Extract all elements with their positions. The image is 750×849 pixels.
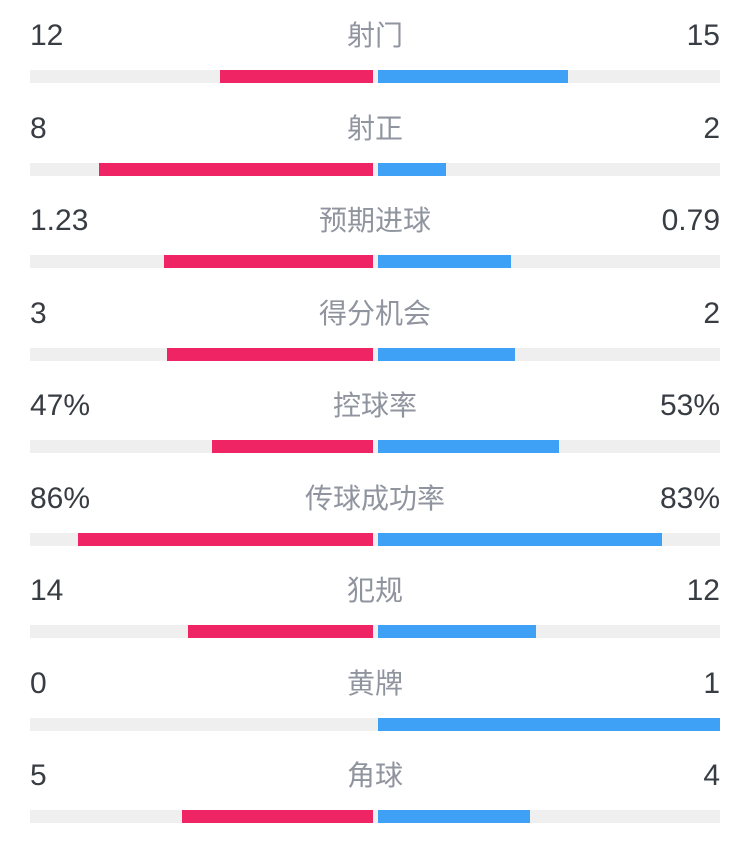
stat-bar-track bbox=[30, 625, 720, 638]
away-bar bbox=[377, 70, 568, 83]
away-bar bbox=[377, 532, 662, 546]
home-value: 0 bbox=[30, 666, 47, 700]
stat-row-header: 0 黄牌 1 bbox=[30, 656, 720, 708]
stat-row-pass-accuracy: 86% 传球成功率 83% bbox=[30, 471, 720, 564]
stat-label: 控球率 bbox=[332, 390, 418, 421]
home-value: 12 bbox=[30, 19, 64, 52]
stat-label: 预期进球 bbox=[318, 205, 432, 236]
stat-row-fouls: 14 犯规 12 bbox=[30, 563, 720, 656]
away-bar bbox=[377, 162, 446, 176]
stat-row-yellow-cards: 0 黄牌 1 bbox=[30, 656, 720, 749]
home-value: 8 bbox=[30, 111, 47, 145]
home-bar bbox=[188, 625, 373, 638]
stat-label: 射门 bbox=[346, 20, 404, 51]
home-bar bbox=[211, 440, 373, 453]
stat-row-corners: 5 角球 4 bbox=[30, 748, 720, 841]
stat-row-header: 5 角球 4 bbox=[30, 748, 720, 800]
away-value: 0.79 bbox=[661, 204, 720, 237]
home-value: 3 bbox=[30, 296, 47, 330]
home-value: 14 bbox=[30, 574, 64, 607]
stat-row-shots-on-target: 8 射正 2 bbox=[30, 101, 720, 194]
away-bar bbox=[377, 625, 536, 638]
stat-row-shots: 12 射门 15 bbox=[30, 8, 720, 101]
away-bar bbox=[377, 440, 560, 453]
home-bar bbox=[163, 255, 373, 268]
stat-row-possession: 47% 控球率 53% bbox=[30, 378, 720, 471]
stat-bar-track bbox=[30, 532, 720, 546]
away-bar bbox=[377, 347, 515, 361]
stat-bar-track bbox=[30, 347, 720, 361]
stat-bar-track bbox=[30, 440, 720, 453]
away-value: 15 bbox=[686, 19, 720, 52]
home-value: 5 bbox=[30, 759, 47, 792]
stat-label: 角球 bbox=[346, 760, 404, 791]
home-value: 47% bbox=[30, 389, 91, 422]
home-bar bbox=[220, 70, 373, 83]
away-value: 4 bbox=[703, 759, 720, 792]
home-bar bbox=[167, 347, 373, 361]
stat-bar-track bbox=[30, 717, 720, 731]
stat-bar-track bbox=[30, 255, 720, 268]
away-bar bbox=[377, 810, 530, 823]
stat-row-header: 8 射正 2 bbox=[30, 101, 720, 153]
stat-row-big-chances: 3 得分机会 2 bbox=[30, 286, 720, 379]
stat-bar-track bbox=[30, 810, 720, 823]
away-bar bbox=[377, 717, 720, 731]
stat-label: 犯规 bbox=[346, 575, 404, 606]
away-value: 53% bbox=[659, 389, 720, 422]
away-value: 2 bbox=[703, 111, 720, 145]
stat-row-header: 3 得分机会 2 bbox=[30, 286, 720, 338]
home-bar bbox=[98, 162, 373, 176]
stat-bar-track bbox=[30, 162, 720, 176]
stat-bar-track bbox=[30, 70, 720, 83]
away-value: 83% bbox=[659, 481, 720, 515]
away-value: 1 bbox=[703, 666, 720, 700]
stat-row-header: 86% 传球成功率 83% bbox=[30, 471, 720, 523]
home-bar bbox=[182, 810, 373, 823]
stat-label: 传球成功率 bbox=[304, 482, 446, 514]
home-value: 1.23 bbox=[30, 204, 89, 237]
stat-label: 黄牌 bbox=[346, 667, 404, 699]
away-bar bbox=[377, 255, 512, 268]
stat-row-header: 1.23 预期进球 0.79 bbox=[30, 193, 720, 245]
stat-label: 得分机会 bbox=[318, 297, 432, 329]
away-value: 12 bbox=[686, 574, 720, 607]
away-value: 2 bbox=[703, 296, 720, 330]
home-bar bbox=[77, 532, 373, 546]
stat-row-header: 12 射门 15 bbox=[30, 8, 720, 60]
stat-row-header: 47% 控球率 53% bbox=[30, 378, 720, 430]
home-value: 86% bbox=[30, 481, 91, 515]
stat-label: 射正 bbox=[346, 112, 404, 144]
stat-row-header: 14 犯规 12 bbox=[30, 563, 720, 615]
stat-row-expected-goals: 1.23 预期进球 0.79 bbox=[30, 193, 720, 286]
